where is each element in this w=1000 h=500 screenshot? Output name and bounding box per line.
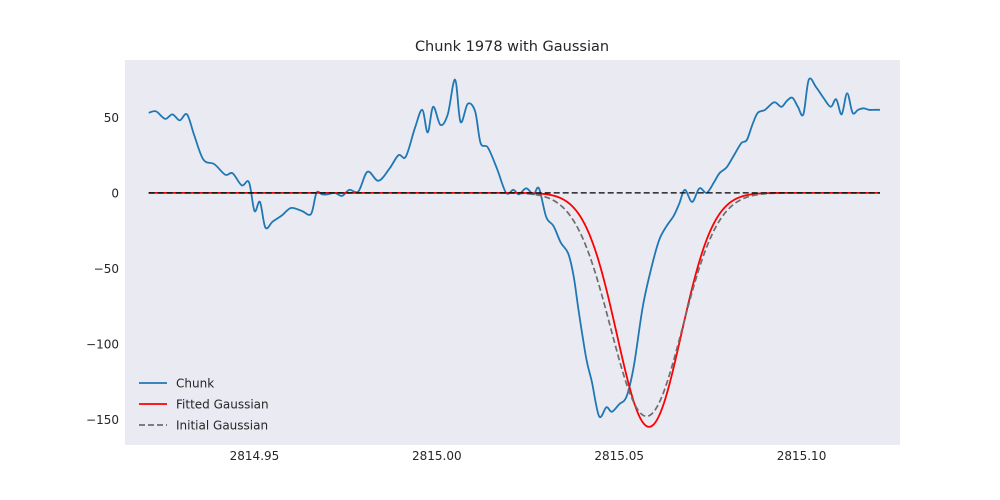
y-tick-label: −100 (86, 337, 119, 351)
legend-label-initial-gaussian: Initial Gaussian (176, 419, 268, 433)
legend-label-fitted-gaussian: Fitted Gaussian (176, 398, 269, 412)
plot-area (125, 60, 900, 445)
y-tick-label: 50 (104, 111, 119, 125)
y-tick-label: −150 (86, 413, 119, 427)
x-tick-label: 2815.00 (412, 449, 462, 463)
legend: Chunk Fitted Gaussian Initial Gaussian (139, 377, 269, 433)
x-axis-ticks: 2814.95 2815.00 2815.05 2815.10 (230, 449, 827, 463)
y-tick-label: 0 (111, 186, 119, 200)
chart-title: Chunk 1978 with Gaussian (415, 39, 609, 55)
x-tick-label: 2814.95 (230, 449, 280, 463)
legend-label-chunk: Chunk (176, 377, 214, 391)
y-tick-label: −50 (94, 262, 119, 276)
y-axis-ticks: 50 0 −50 −100 −150 (86, 111, 119, 427)
series-layer (148, 77, 880, 428)
series-line-chunk (148, 77, 880, 419)
x-tick-label: 2815.05 (594, 449, 644, 463)
x-tick-label: 2815.10 (777, 449, 827, 463)
